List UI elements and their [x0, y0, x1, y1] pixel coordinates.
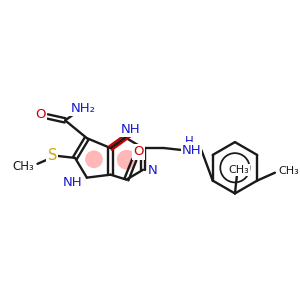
Text: S: S [48, 148, 57, 164]
Text: O: O [35, 108, 46, 121]
Text: NH: NH [121, 123, 140, 136]
Text: CH₃: CH₃ [278, 166, 299, 176]
Text: CH₃: CH₃ [13, 160, 34, 173]
Circle shape [117, 150, 136, 169]
Text: NH₂: NH₂ [70, 102, 95, 115]
Text: NH: NH [182, 143, 201, 157]
Text: H: H [185, 135, 194, 148]
Text: N: N [148, 164, 158, 177]
Text: NH: NH [63, 176, 83, 189]
Text: CH₃: CH₃ [229, 165, 249, 175]
Circle shape [85, 150, 103, 168]
Text: O: O [133, 146, 143, 158]
